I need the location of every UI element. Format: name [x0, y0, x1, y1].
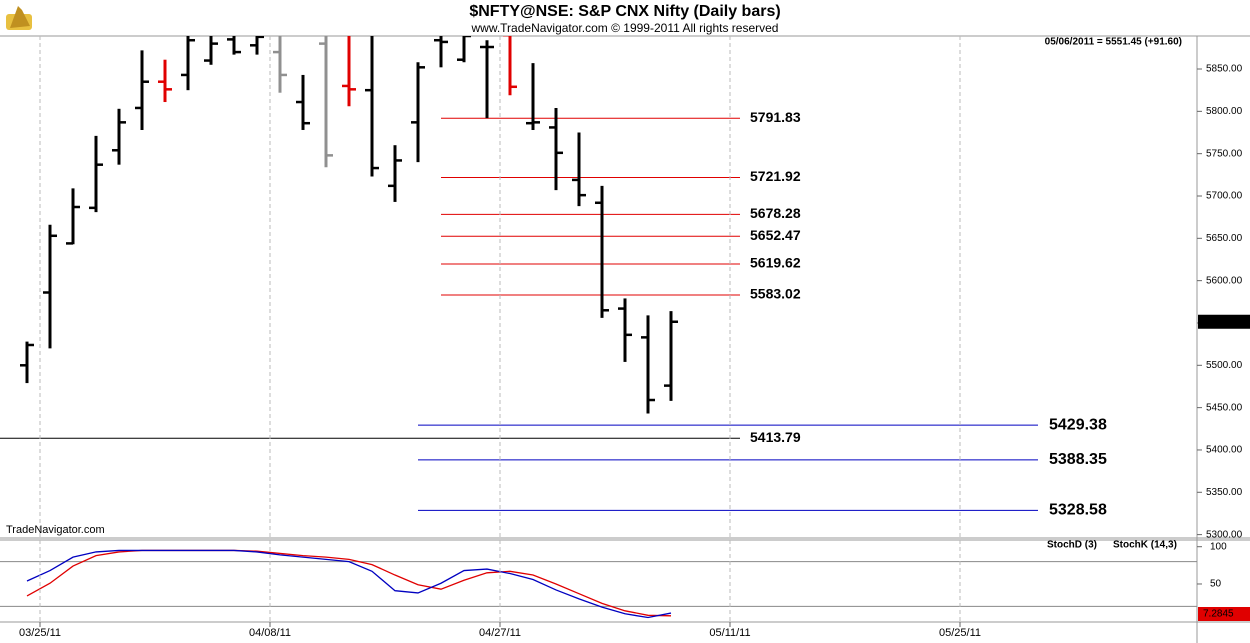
x-tick-label: 05/11/11: [709, 627, 750, 639]
watermark: TradeNavigator.com: [6, 524, 105, 536]
x-tick-label: 04/27/11: [479, 627, 521, 639]
last-value-box: [1198, 607, 1250, 621]
last-bar-info: 05/06/2011 = 5551.45 (+91.60): [1045, 37, 1182, 48]
level-label: 5413.79: [750, 429, 801, 445]
y-tick-label: 5650.00: [1206, 233, 1243, 244]
y-tick-label: 100: [1210, 541, 1227, 552]
level-label: 5678.28: [750, 205, 801, 221]
level-label: 5429.38: [1049, 416, 1107, 433]
last-price-label: 5551.45: [1201, 316, 1238, 327]
level-label: 5619.62: [750, 255, 801, 271]
y-tick-label: 5850.00: [1206, 64, 1243, 75]
y-tick-label: 5500.00: [1206, 360, 1243, 371]
level-label: 5652.47: [750, 227, 801, 243]
level-label: 5721.92: [750, 168, 801, 184]
y-tick-label: 5300.00: [1206, 529, 1243, 540]
level-label: 5328.58: [1049, 502, 1107, 519]
subtitle: www.TradeNavigator.com © 1999-2011 All r…: [471, 21, 779, 35]
y-tick-label: 5450.00: [1206, 402, 1243, 413]
x-tick-label: 03/25/11: [19, 627, 61, 639]
legend-entry: StochD (3): [1047, 540, 1097, 551]
logo: [6, 6, 32, 30]
x-tick-label: 05/25/11: [939, 627, 981, 639]
level-label: 5388.35: [1049, 451, 1107, 468]
x-tick-label: 04/08/11: [249, 627, 291, 639]
last-value-label: 7.2845: [1203, 609, 1234, 620]
level-label: 5583.02: [750, 286, 801, 302]
y-tick-label: 5700.00: [1206, 191, 1243, 202]
y-tick-label: 5350.00: [1206, 487, 1243, 498]
y-tick-label: 5400.00: [1206, 445, 1243, 456]
y-tick-label: 50: [1210, 579, 1222, 590]
level-label: 5791.83: [750, 109, 801, 125]
stoch-line: [26, 549, 672, 619]
chart-title: $NFTY@NSE: S&P CNX Nifty (Daily bars): [469, 3, 780, 20]
y-tick-label: 5750.00: [1206, 148, 1243, 159]
price-panel: [0, 36, 1038, 511]
y-tick-label: 5800.00: [1206, 106, 1243, 117]
legend-entry: StochK (14,3): [1113, 540, 1177, 551]
y-tick-label: 5600.00: [1206, 275, 1243, 286]
stoch-panel: [0, 549, 1197, 619]
last-price-box: [1198, 314, 1250, 329]
